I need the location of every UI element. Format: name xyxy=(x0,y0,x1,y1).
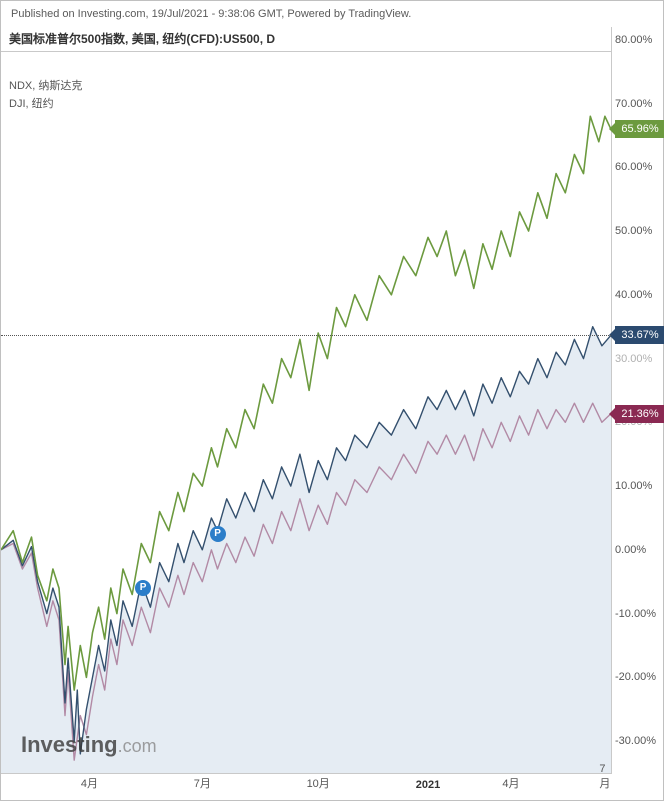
x-axis-label: 7月 xyxy=(599,763,610,791)
p-marker: P xyxy=(135,580,151,596)
x-axis-label: 4月 xyxy=(502,775,519,791)
y-axis-label: 70.00% xyxy=(615,98,661,110)
y-axis-label: 40.00% xyxy=(615,289,661,301)
p-marker: P xyxy=(210,526,226,542)
investing-logo: Investing.com xyxy=(21,732,157,758)
y-axis-label: -30.00% xyxy=(615,735,661,747)
y-axis-label: -10.00% xyxy=(615,608,661,620)
logo-suffix: .com xyxy=(118,736,157,756)
x-axis-label: 7月 xyxy=(194,775,211,791)
reference-line xyxy=(1,335,611,336)
y-axis-label: 80.00% xyxy=(615,34,661,46)
y-axis-label: -20.00% xyxy=(615,671,661,683)
x-axis-label: 4月 xyxy=(81,775,98,791)
chart-svg xyxy=(1,27,611,773)
y-axis-label: 50.00% xyxy=(615,225,661,237)
x-axis-label: 10月 xyxy=(307,775,330,791)
y-axis-label: 60.00% xyxy=(615,161,661,173)
published-header: Published on Investing.com, 19/Jul/2021 … xyxy=(11,8,411,20)
y-axis-label: 10.00% xyxy=(615,480,661,492)
chart-plot-area[interactable]: Investing.com 80.00%70.00%60.00%50.00%40… xyxy=(1,27,612,774)
price-tag: 21.36% xyxy=(615,405,664,423)
y-axis-label: 30.00% xyxy=(615,353,661,365)
price-tag: 33.67% xyxy=(615,326,664,344)
x-axis-label: 2021 xyxy=(416,779,440,791)
price-tag: 65.96% xyxy=(615,120,664,138)
chart-container: Published on Investing.com, 19/Jul/2021 … xyxy=(0,0,664,801)
y-axis-label: 0.00% xyxy=(615,544,661,556)
logo-main: Investing xyxy=(21,732,118,757)
